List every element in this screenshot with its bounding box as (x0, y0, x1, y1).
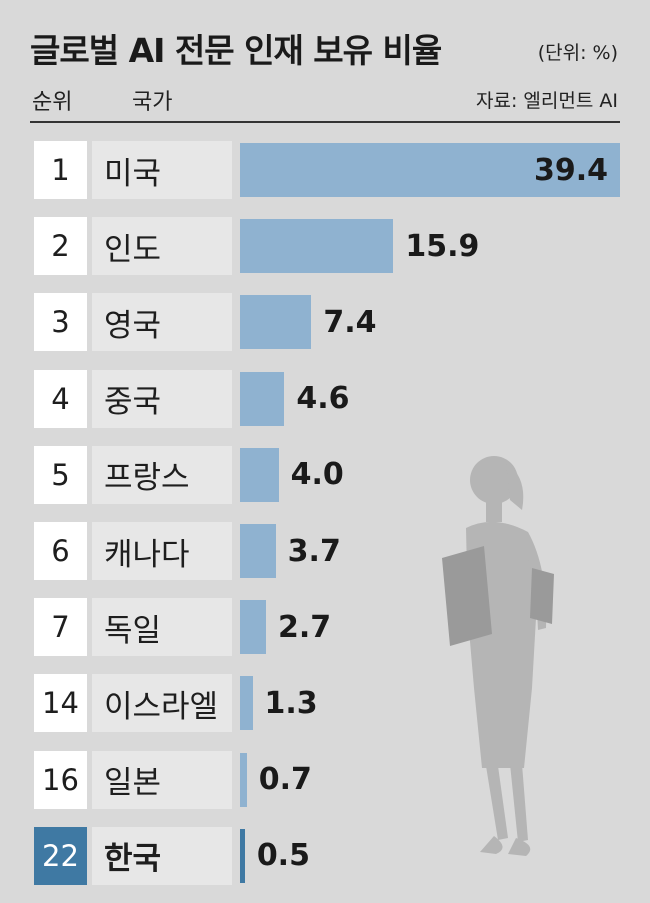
bar (240, 295, 312, 350)
rank-label: 5 (34, 445, 87, 504)
bar (240, 524, 276, 578)
category-label: 프랑스 (92, 445, 232, 504)
rank-label: 6 (34, 522, 87, 580)
value-label: 2.7 (278, 609, 332, 645)
value-label: 0.7 (258, 762, 312, 798)
rank-label: 2 (34, 217, 87, 276)
value-label: 4.6 (296, 381, 350, 417)
bar-row: 7 독일 2.7 (34, 598, 624, 657)
header-rule (30, 121, 620, 123)
value-label: 4.0 (290, 457, 344, 493)
bar (240, 143, 620, 197)
value-label: 0.5 (256, 838, 310, 874)
value-label: 3.7 (287, 533, 341, 569)
unit-label: (단위: %) (537, 42, 618, 64)
header-country: 국가 (132, 90, 173, 115)
value-label: 15.9 (405, 228, 480, 264)
bar-row: 2 인도 15.9 (34, 217, 624, 276)
category-label: 중국 (92, 369, 232, 428)
category-label: 이스라엘 (92, 674, 232, 733)
bar (240, 371, 285, 426)
rank-label: 1 (34, 141, 87, 199)
rank-label: 22 (34, 826, 87, 885)
rank-label: 16 (34, 750, 87, 809)
bar-row: 22 한국 0.5 (34, 826, 624, 885)
category-label: 영국 (92, 293, 232, 352)
bar (240, 752, 247, 807)
bar-row: 6 캐나다 3.7 (34, 522, 624, 580)
bar (240, 219, 394, 274)
bar (240, 828, 245, 883)
category-label: 독일 (92, 598, 232, 657)
bar-row: 14 이스라엘 1.3 (34, 674, 624, 733)
category-label: 미국 (92, 141, 232, 199)
bar-row: 3 영국 7.4 (34, 293, 624, 352)
header-rank: 순위 (32, 90, 73, 115)
category-label: 한국 (92, 826, 232, 885)
rank-label: 14 (34, 674, 87, 733)
category-label: 일본 (92, 750, 232, 809)
value-label: 1.3 (264, 685, 318, 721)
bar (240, 676, 253, 731)
bar (240, 600, 267, 655)
source-label: 자료: 엘리먼트 AI (476, 90, 618, 112)
category-label: 인도 (92, 217, 232, 276)
category-label: 캐나다 (92, 522, 232, 580)
chart-title: 글로벌 AI 전문 인재 보유 비율 (30, 31, 442, 70)
bar-row: 1 미국 39.4 (34, 141, 624, 199)
value-label: 7.4 (323, 304, 377, 340)
rank-label: 4 (34, 369, 87, 428)
bar-row: 16 일본 0.7 (34, 750, 624, 809)
value-label: 39.4 (533, 152, 608, 188)
rank-label: 7 (34, 598, 87, 657)
rank-label: 3 (34, 293, 87, 352)
bar (240, 447, 279, 502)
bar-row: 4 중국 4.6 (34, 369, 624, 428)
woman-silhouette-illustration (442, 456, 554, 856)
bar-row: 5 프랑스 4.0 (34, 445, 624, 504)
